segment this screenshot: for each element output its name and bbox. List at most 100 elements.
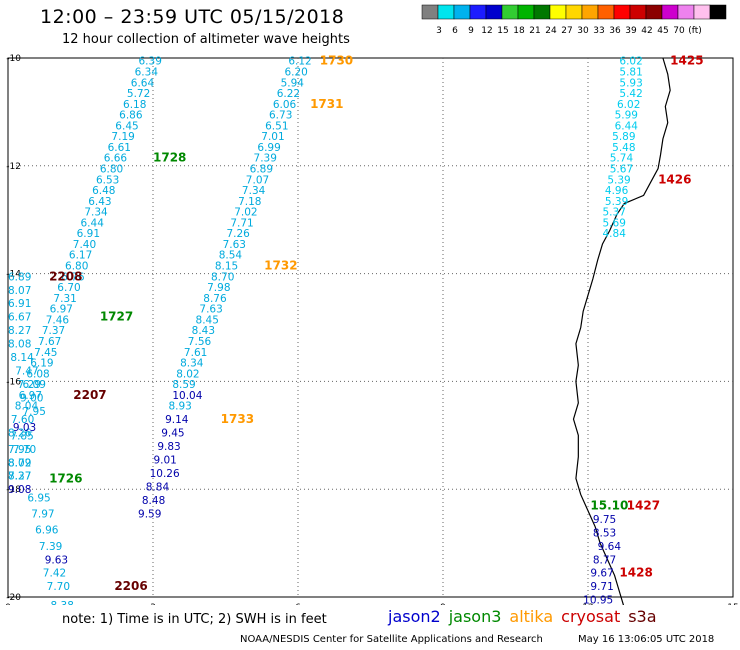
colorbar-label: 21 — [529, 26, 540, 36]
legend-s3a: s3a — [628, 607, 657, 626]
swh-label: 9.63 — [45, 554, 68, 566]
colorbar-label: 12 — [481, 26, 492, 36]
swh-label: 5.93 — [619, 77, 642, 89]
track-a: 6.396.346.645.726.186.866.457.196.616.66… — [8, 56, 162, 605]
generation-timestamp: May 16 13:06:05 UTC 2018 — [578, 634, 715, 645]
swh-label: 7.01 — [261, 131, 284, 143]
x-tick-label: 0 — [5, 603, 11, 605]
track-a-dark: 9.03 9.08 9.63 — [8, 422, 68, 566]
swh-label: 4.84 — [603, 228, 627, 240]
swh-label: 6.18 — [123, 99, 146, 111]
y-tick-label: -20 — [6, 593, 21, 603]
swh-label: 7.70 — [47, 581, 70, 593]
swh-label: 8.15 — [215, 261, 238, 273]
swh-label: 6.34 — [135, 66, 159, 78]
swh-label: 6.99 — [257, 142, 280, 154]
swh-label: 7.67 — [38, 336, 61, 348]
swh-label: 8.77 — [593, 554, 616, 566]
swh-label: 4.96 — [605, 185, 629, 197]
swh-label: 7.63 — [223, 239, 246, 251]
colorbar-swatch — [709, 4, 727, 20]
swh-label: 8.27 — [8, 325, 31, 337]
swh-label: 8.72 — [8, 457, 31, 469]
swh-label: 8.76 — [203, 293, 227, 305]
pass-time-label: 1732 — [264, 259, 297, 273]
swh-label: 7.46 — [46, 314, 70, 326]
colorbar-label: 39 — [625, 26, 637, 36]
colorbar-label: 15 — [497, 26, 508, 36]
colorbar-label: 70 — [673, 26, 685, 36]
swh-label: 6.53 — [96, 174, 119, 186]
map-subtitle: 12 hour collection of altimeter wave hei… — [62, 32, 350, 47]
swh-label: 8.14 — [10, 352, 34, 364]
swh-label: 9.64 — [598, 541, 622, 553]
swh-label: 9.83 — [157, 441, 180, 453]
swh-label: 6.80 — [100, 163, 123, 175]
swh-label: 6.89 — [8, 271, 31, 283]
pass-time-label: 1731 — [310, 97, 343, 111]
swh-label: 6.02 — [619, 56, 642, 68]
swh-label: 7.31 — [53, 293, 76, 305]
pass-time-label: 1427 — [627, 498, 660, 512]
swh-label: 8.09 — [8, 457, 31, 469]
swh-label: 5.94 — [281, 77, 305, 89]
swh-label: 7.29 — [18, 379, 41, 391]
colorbar-label: 27 — [561, 26, 572, 36]
colorbar-label: 30 — [577, 26, 589, 36]
swh-label: 8.54 — [219, 250, 243, 262]
swh-label: 7.47 — [15, 366, 38, 378]
swh-label: 6.80 — [65, 261, 88, 273]
y-tick-label: -12 — [6, 162, 21, 172]
pass-time-label: 15.10 — [590, 498, 628, 512]
swh-label: 7.56 — [188, 336, 212, 348]
swh-label: 9.03 — [13, 422, 36, 434]
swh-label: 7.97 — [31, 508, 54, 520]
swh-label: 6.09 — [23, 379, 46, 391]
swh-label: 7.37 — [42, 325, 65, 337]
swh-label: 8.02 — [176, 368, 199, 380]
swh-label: 7.61 — [184, 347, 207, 359]
swh-label: 10.04 — [172, 390, 202, 402]
credit-line: NOAA/NESDIS Center for Satellite Applica… — [240, 634, 543, 645]
swh-label: 9.00 — [20, 393, 43, 405]
swh-label: 8.70 — [211, 271, 234, 283]
swh-label: 5.89 — [612, 131, 635, 143]
swh-label: 9.67 — [590, 568, 613, 580]
pass-time-label: 2207 — [73, 388, 106, 402]
swh-label: 9.08 — [8, 484, 31, 496]
swh-label: 5.39 — [607, 174, 630, 186]
swh-label: 6.70 — [57, 282, 80, 294]
swh-label: 7.26 — [226, 228, 250, 240]
swh-label: 6.76 — [61, 271, 85, 283]
swh-label: 8.38 — [51, 600, 74, 605]
swh-label: 7.45 — [34, 347, 57, 359]
colorbar-label: 18 — [513, 26, 525, 36]
swh-label: 6.91 — [8, 298, 31, 310]
swh-label: 6.66 — [104, 153, 128, 165]
wave-height-colorbar: 3 6 9 12 15 18 21 24 27 30 33 36 39 42 45 70 (ft) — [421, 4, 727, 36]
legend-jason3: jason3 — [448, 607, 502, 626]
legend-cryosat: cryosat — [561, 607, 621, 626]
track-b: 6.89 8.076.91 6.678.27 8.088.14 7.477.29 9.00… — [8, 271, 46, 482]
pass-time-label: 2208 — [49, 269, 82, 283]
swh-label: 6.08 — [26, 368, 49, 380]
swh-label: 7.71 — [230, 217, 253, 229]
track-e: 9.758.53 9.648.77 9.679.71 10.95 — [583, 514, 621, 605]
swh-label: 6.43 — [88, 196, 111, 208]
swh-label: 9.14 — [165, 414, 189, 426]
colorbar-label: 6 — [452, 26, 458, 36]
swh-label: 7.34 — [242, 185, 266, 197]
swh-label: 6.89 — [250, 163, 273, 175]
swh-label: 7.42 — [43, 568, 66, 580]
pass-time-label: 1425 — [670, 54, 703, 68]
coastline — [572, 57, 671, 605]
swh-label: 6.97 — [19, 390, 42, 402]
swh-label: 8.37 — [8, 471, 31, 483]
swh-label: 8.43 — [192, 325, 215, 337]
swh-label: 7.07 — [246, 174, 269, 186]
pass-time-label: 1728 — [153, 151, 186, 165]
swh-label: 8.08 — [8, 339, 31, 351]
swh-label: 6.64 — [131, 77, 155, 89]
swh-label: 7.63 — [199, 304, 222, 316]
